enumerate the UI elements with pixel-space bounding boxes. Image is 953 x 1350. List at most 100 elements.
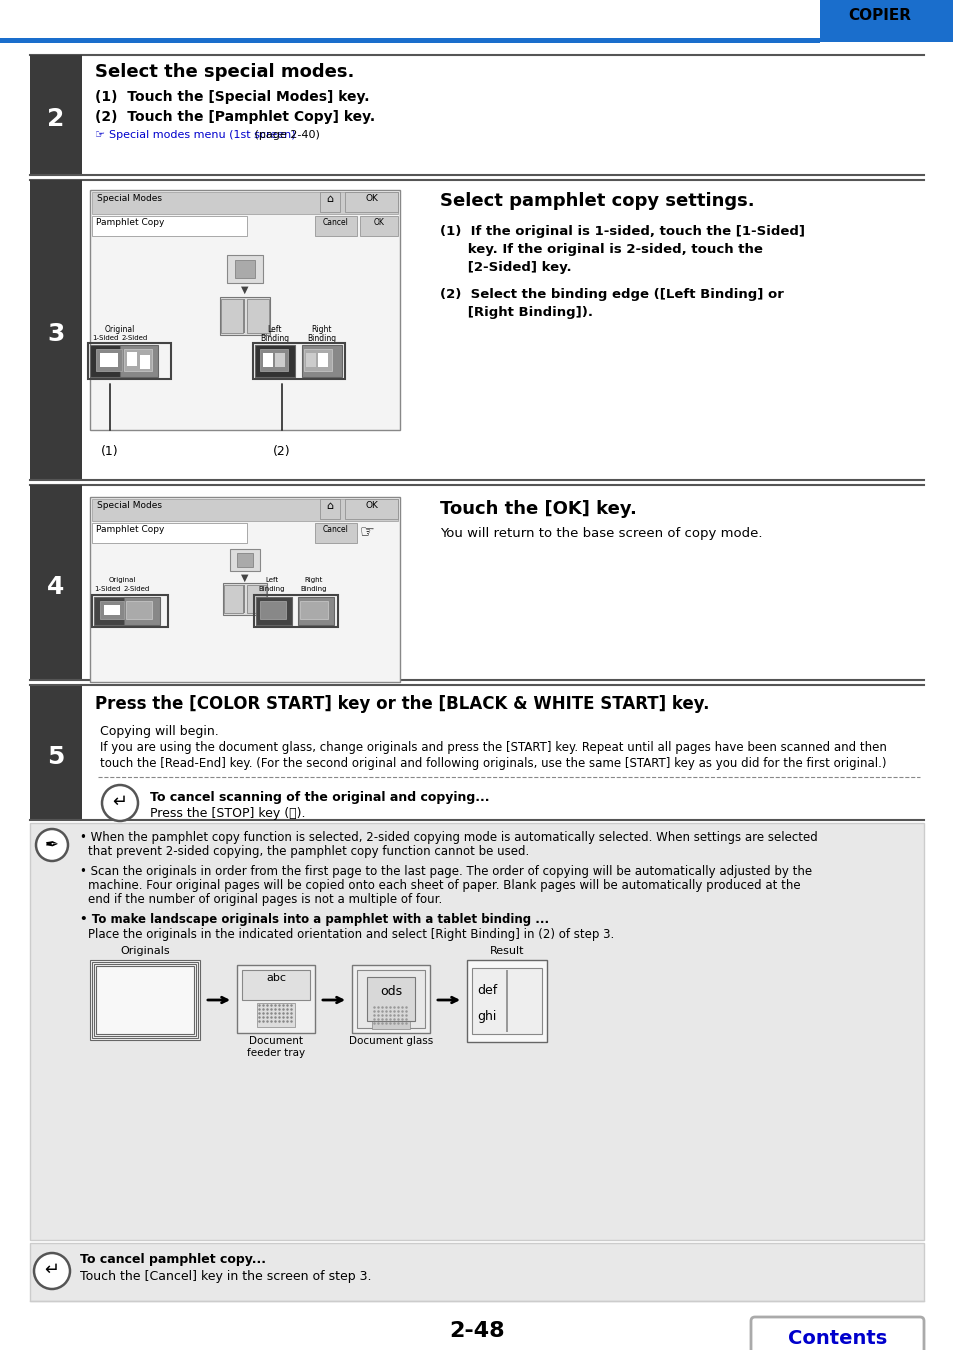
- Text: (2)  Touch the [Pamphlet Copy] key.: (2) Touch the [Pamphlet Copy] key.: [95, 109, 375, 124]
- Text: Pamphlet Copy: Pamphlet Copy: [96, 217, 164, 227]
- Text: • To make landscape originals into a pamphlet with a tablet binding ...: • To make landscape originals into a pam…: [80, 913, 549, 926]
- Text: Left: Left: [265, 576, 278, 583]
- Text: touch the [Read-End] key. (For the second original and following originals, use : touch the [Read-End] key. (For the secon…: [100, 757, 885, 769]
- Text: You will return to the base screen of copy mode.: You will return to the base screen of co…: [439, 526, 761, 540]
- Text: def: def: [476, 984, 497, 998]
- Text: Special Modes: Special Modes: [97, 194, 162, 202]
- Bar: [234, 261, 254, 278]
- Text: Binding: Binding: [300, 586, 327, 593]
- Text: (1)  Touch the [Special Modes] key.: (1) Touch the [Special Modes] key.: [95, 90, 369, 104]
- Bar: [90, 346, 128, 377]
- Bar: [505, 971, 507, 1031]
- Text: Document glass: Document glass: [349, 1035, 433, 1046]
- Text: 1-Sided: 1-Sided: [93, 586, 120, 593]
- Text: Right: Right: [305, 576, 323, 583]
- Circle shape: [102, 784, 138, 821]
- Bar: [319, 192, 339, 212]
- Text: def: def: [115, 991, 135, 1004]
- Bar: [126, 601, 152, 620]
- Text: ↵: ↵: [45, 1261, 59, 1278]
- Bar: [345, 500, 397, 518]
- Text: jkl: jkl: [150, 1021, 164, 1034]
- Text: To cancel scanning of the original and copying...: To cancel scanning of the original and c…: [150, 791, 489, 805]
- Text: Press the [COLOR START] key or the [BLACK & WHITE START] key.: Press the [COLOR START] key or the [BLAC…: [95, 695, 709, 713]
- Text: OK: OK: [365, 501, 378, 510]
- Text: ☞: ☞: [95, 130, 109, 140]
- Text: To cancel pamphlet copy...: To cancel pamphlet copy...: [80, 1253, 266, 1266]
- Text: Binding: Binding: [260, 333, 290, 343]
- Bar: [96, 350, 122, 371]
- Bar: [253, 595, 337, 626]
- Text: Touch the [Cancel] key in the screen of step 3.: Touch the [Cancel] key in the screen of …: [80, 1270, 371, 1282]
- Bar: [30, 180, 82, 481]
- Bar: [104, 605, 120, 616]
- Text: (1)  If the original is 1-sided, touch the [1-Sided]: (1) If the original is 1-sided, touch th…: [439, 225, 804, 238]
- Text: Special modes menu (1st screen): Special modes menu (1st screen): [109, 130, 295, 140]
- Bar: [260, 350, 288, 371]
- Bar: [467, 960, 546, 1042]
- Text: If you are using the document glass, change originals and press the [START] key.: If you are using the document glass, cha…: [100, 741, 886, 755]
- Bar: [30, 1243, 923, 1301]
- Bar: [0, 38, 820, 43]
- Circle shape: [34, 1253, 70, 1289]
- Bar: [127, 352, 137, 366]
- Text: Copying will begin.: Copying will begin.: [100, 725, 218, 738]
- Text: Press the [STOP] key (ⓧ).: Press the [STOP] key (ⓧ).: [150, 807, 305, 819]
- Text: that prevent 2-sided copying, the pamphlet copy function cannot be used.: that prevent 2-sided copying, the pamphl…: [88, 845, 529, 859]
- Bar: [345, 192, 397, 212]
- Bar: [91, 522, 247, 543]
- Text: COPIER: COPIER: [847, 8, 910, 23]
- Bar: [94, 964, 195, 1035]
- Bar: [30, 55, 82, 176]
- Text: [Right Binding]).: [Right Binding]).: [439, 306, 593, 319]
- Bar: [247, 298, 269, 333]
- Text: 2: 2: [48, 107, 65, 131]
- Bar: [124, 350, 152, 371]
- Bar: [120, 346, 158, 377]
- Bar: [297, 597, 334, 625]
- Bar: [90, 960, 200, 1040]
- Bar: [306, 352, 315, 367]
- Text: ↵: ↵: [112, 792, 128, 811]
- Text: Original: Original: [109, 576, 135, 583]
- Text: Contents: Contents: [787, 1328, 886, 1349]
- Bar: [91, 500, 397, 521]
- Text: [2-Sided] key.: [2-Sided] key.: [439, 261, 571, 274]
- Bar: [356, 971, 424, 1027]
- Text: Binding: Binding: [307, 333, 336, 343]
- Text: ghi: ghi: [476, 1010, 497, 1023]
- Text: 2-Sided: 2-Sided: [122, 335, 148, 342]
- Bar: [314, 216, 356, 236]
- Text: 4: 4: [48, 575, 65, 598]
- Bar: [221, 298, 243, 333]
- Text: Right: Right: [312, 325, 332, 333]
- Text: end if the number of original pages is not a multiple of four.: end if the number of original pages is n…: [88, 892, 442, 906]
- Text: Select pamphlet copy settings.: Select pamphlet copy settings.: [439, 192, 754, 211]
- Bar: [100, 601, 124, 620]
- Bar: [367, 977, 415, 1021]
- Bar: [472, 968, 541, 1034]
- Bar: [224, 585, 243, 613]
- Text: Touch the [OK] key.: Touch the [OK] key.: [439, 500, 637, 518]
- Bar: [88, 343, 171, 379]
- Bar: [253, 343, 345, 379]
- Bar: [236, 554, 253, 567]
- Bar: [124, 597, 160, 625]
- Text: 1-Sided: 1-Sided: [91, 335, 118, 342]
- Bar: [254, 346, 294, 377]
- Bar: [220, 297, 270, 335]
- Bar: [96, 967, 193, 1034]
- Circle shape: [36, 829, 68, 861]
- Bar: [260, 601, 286, 620]
- Bar: [304, 350, 332, 371]
- Bar: [91, 595, 168, 626]
- Bar: [820, 0, 953, 42]
- Bar: [256, 1003, 294, 1027]
- Bar: [223, 583, 267, 616]
- Text: ☞: ☞: [359, 522, 375, 541]
- Bar: [230, 549, 260, 571]
- Text: 5: 5: [48, 744, 65, 768]
- Text: abc: abc: [100, 976, 123, 990]
- Bar: [299, 601, 328, 620]
- Bar: [94, 597, 130, 625]
